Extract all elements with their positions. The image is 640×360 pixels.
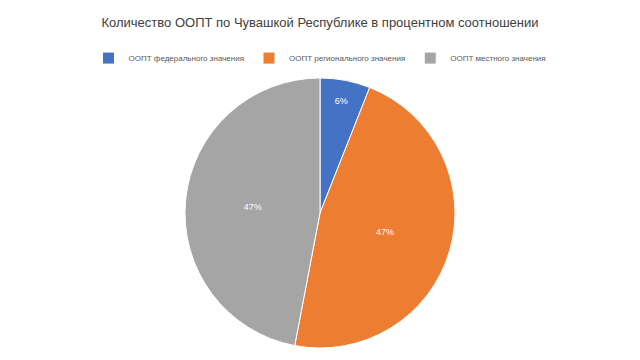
svg-text:ООПТ местного значения: ООПТ местного значения xyxy=(450,54,545,63)
svg-text:ООПТ федерального значения: ООПТ федерального значения xyxy=(129,54,245,63)
svg-text:ООПТ регионального значения: ООПТ регионального значения xyxy=(289,54,405,63)
svg-text:6%: 6% xyxy=(335,96,348,106)
svg-text:47%: 47% xyxy=(244,202,262,212)
svg-text:Количество ООПТ по Чувашкой Ре: Количество ООПТ по Чувашкой Республике в… xyxy=(101,15,538,30)
svg-text:47%: 47% xyxy=(376,227,394,237)
